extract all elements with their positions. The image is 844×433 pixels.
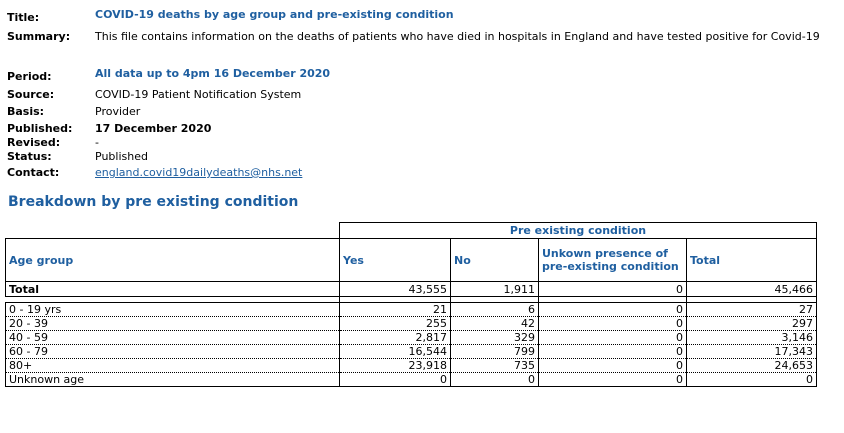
cell-no: 42 xyxy=(450,316,539,331)
table-row: 80+ 23,918 735 0 24,653 xyxy=(5,358,817,373)
cell-age: 20 - 39 xyxy=(5,316,340,331)
cell-age: 0 - 19 yrs xyxy=(5,302,340,317)
cell-unknown: 0 xyxy=(538,372,687,387)
revised-label: Revised: xyxy=(7,136,61,149)
cell-yes: 16,544 xyxy=(339,344,451,359)
cell-unknown: 0 xyxy=(538,302,687,317)
page-title: COVID-19 deaths by age group and pre-exi… xyxy=(95,8,454,21)
cell-unknown: 0 xyxy=(538,344,687,359)
cell-total: 24,653 xyxy=(686,358,817,373)
col-header-total: Total xyxy=(686,238,817,282)
cell-unknown: 0 xyxy=(538,316,687,331)
cell-no: 6 xyxy=(450,302,539,317)
cell-no: 0 xyxy=(450,372,539,387)
table-row: 40 - 59 2,817 329 0 3,146 xyxy=(5,330,817,345)
cell-total: 297 xyxy=(686,316,817,331)
total-no: 1,911 xyxy=(450,281,539,297)
cell-yes: 2,817 xyxy=(339,330,451,345)
total-label: Total xyxy=(5,281,340,297)
cell-yes: 0 xyxy=(339,372,451,387)
section-title: Breakdown by pre existing condition xyxy=(8,194,299,210)
published-label: Published: xyxy=(7,122,73,135)
cell-no: 329 xyxy=(450,330,539,345)
cell-total: 0 xyxy=(686,372,817,387)
period-label: Period: xyxy=(7,70,52,83)
group-header-row: Pre existing condition xyxy=(6,222,817,239)
basis-value: Provider xyxy=(95,105,141,118)
cell-age: Unknown age xyxy=(5,372,340,387)
group-header-spacer xyxy=(6,223,340,239)
title-label: Title: xyxy=(7,11,40,24)
col-header-unknown: Unkown presence of pre-existing conditio… xyxy=(538,238,687,282)
source-label: Source: xyxy=(7,88,55,101)
total-yes: 43,555 xyxy=(339,281,451,297)
breakdown-table: Pre existing condition Age group Yes No … xyxy=(5,222,817,387)
revised-value: - xyxy=(95,136,99,149)
cell-yes: 21 xyxy=(339,302,451,317)
source-value: COVID-19 Patient Notification System xyxy=(95,88,302,101)
total-unknown: 0 xyxy=(538,281,687,297)
published-value: 17 December 2020 xyxy=(95,122,212,135)
cell-total: 3,146 xyxy=(686,330,817,345)
cell-unknown: 0 xyxy=(538,330,687,345)
column-header-row: Age group Yes No Unkown presence of pre-… xyxy=(5,238,817,282)
cell-no: 735 xyxy=(450,358,539,373)
cell-total: 27 xyxy=(686,302,817,317)
col-header-age-group: Age group xyxy=(5,238,340,282)
cell-no: 799 xyxy=(450,344,539,359)
cell-age: 60 - 79 xyxy=(5,344,340,359)
total-row: Total 43,555 1,911 0 45,466 xyxy=(5,281,817,297)
status-value: Published xyxy=(95,150,148,163)
group-header-pre-existing: Pre existing condition xyxy=(339,222,817,239)
cell-age: 40 - 59 xyxy=(5,330,340,345)
basis-label: Basis: xyxy=(7,105,45,118)
status-label: Status: xyxy=(7,150,52,163)
table-row: 0 - 19 yrs 21 6 0 27 xyxy=(5,302,817,317)
table-row: 60 - 79 16,544 799 0 17,343 xyxy=(5,344,817,359)
cell-age: 80+ xyxy=(5,358,340,373)
contact-email-link[interactable]: england.covid19dailydeaths@nhs.net xyxy=(95,166,303,179)
total-total: 45,466 xyxy=(686,281,817,297)
summary-text: This file contains information on the de… xyxy=(95,30,820,43)
summary-label: Summary: xyxy=(7,30,71,43)
col-header-no: No xyxy=(450,238,539,282)
cell-yes: 23,918 xyxy=(339,358,451,373)
cell-yes: 255 xyxy=(339,316,451,331)
period-value: All data up to 4pm 16 December 2020 xyxy=(95,67,331,80)
table-row: 20 - 39 255 42 0 297 xyxy=(5,316,817,331)
spacer-row xyxy=(6,296,817,303)
col-header-yes: Yes xyxy=(339,238,451,282)
cell-unknown: 0 xyxy=(538,358,687,373)
table-row: Unknown age 0 0 0 0 xyxy=(5,372,817,387)
cell-total: 17,343 xyxy=(686,344,817,359)
contact-label: Contact: xyxy=(7,166,60,179)
